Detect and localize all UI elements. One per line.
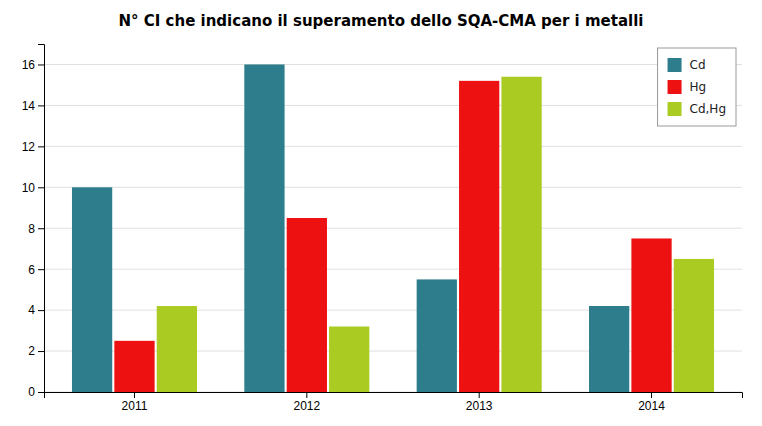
bar xyxy=(244,64,284,392)
bar xyxy=(157,306,197,392)
bars xyxy=(72,64,714,392)
legend-swatch xyxy=(668,80,682,94)
chart-svg: 2011 2012 2013 2014 0 2 4 6 8 10 12 14 16 Cd Hg Cd,Hg N°… xyxy=(0,0,762,426)
y-tick-mark xyxy=(38,310,44,311)
bar-series xyxy=(114,81,671,392)
grid-line xyxy=(44,146,742,147)
grid-line xyxy=(44,228,742,229)
y-tick-label: 0 xyxy=(28,385,35,399)
bar xyxy=(501,77,541,392)
y-tick: 16 xyxy=(22,58,44,72)
bar xyxy=(114,341,154,392)
x-tick-label: 2013 xyxy=(466,399,493,413)
y-tick: 12 xyxy=(22,140,44,154)
bar xyxy=(459,81,499,392)
y-tick-label: 16 xyxy=(22,58,36,72)
x-tick-mark xyxy=(479,392,480,398)
y-tick: 0 xyxy=(28,385,44,399)
y-tick-mark xyxy=(38,392,44,393)
legend-frame xyxy=(658,48,736,126)
legend-item: Cd,Hg xyxy=(668,102,726,116)
plot-area: 2011 2012 2013 2014 0 2 4 6 8 10 12 14 16 Cd Hg Cd,Hg xyxy=(22,45,743,413)
bar xyxy=(589,306,629,392)
x-tick: 2013 xyxy=(466,392,493,413)
grid-line xyxy=(44,187,742,188)
x-tick-label: 2012 xyxy=(293,399,320,413)
bar xyxy=(329,326,369,392)
y-tick-mark xyxy=(38,187,44,188)
x-tick-mark xyxy=(651,392,652,398)
x-tick: 2011 xyxy=(122,392,148,413)
bar xyxy=(287,218,327,392)
x-tick: 2012 xyxy=(293,392,320,413)
y-tick-mark xyxy=(38,269,44,270)
bar xyxy=(72,187,112,392)
y-axis: 0 2 4 6 8 10 12 14 16 xyxy=(22,45,45,400)
bar-series xyxy=(72,64,629,392)
y-tick: 6 xyxy=(28,263,44,277)
title: N° CI che indicano il superamento dello … xyxy=(119,12,644,30)
x-tick-label: 2011 xyxy=(122,399,148,413)
grid xyxy=(44,64,742,392)
y-tick-mark xyxy=(38,146,44,147)
legend-item: Cd xyxy=(668,58,706,72)
legend: Cd Hg Cd,Hg xyxy=(658,48,736,126)
y-axis-line xyxy=(38,45,45,393)
y-tick: 10 xyxy=(22,181,44,195)
x-tick: 2014 xyxy=(638,392,665,413)
y-tick-label: 2 xyxy=(28,344,35,358)
y-tick-mark xyxy=(38,351,44,352)
bar-series xyxy=(157,77,714,392)
grid-line xyxy=(44,64,742,65)
y-tick-mark xyxy=(38,228,44,229)
x-tick-mark xyxy=(306,392,307,398)
legend-label: Cd,Hg xyxy=(690,102,726,116)
y-tick-label: 6 xyxy=(28,263,35,277)
y-tick-mark xyxy=(38,64,44,65)
bar xyxy=(631,238,671,392)
x-axis-line xyxy=(45,393,743,399)
x-tick-mark xyxy=(134,392,135,398)
y-tick: 8 xyxy=(28,222,44,236)
y-tick-label: 4 xyxy=(28,303,35,317)
legend-label: Cd xyxy=(690,58,706,72)
legend-swatch xyxy=(668,102,682,116)
bar xyxy=(674,259,714,392)
legend-label: Hg xyxy=(690,80,707,94)
y-tick-label: 10 xyxy=(22,181,36,195)
bar xyxy=(417,279,457,392)
y-tick-label: 8 xyxy=(28,222,35,236)
y-tick-label: 14 xyxy=(22,99,36,113)
y-tick: 2 xyxy=(28,344,44,358)
y-tick-label: 12 xyxy=(22,140,36,154)
y-tick: 14 xyxy=(22,99,44,113)
x-axis: 2011 2012 2013 2014 xyxy=(45,392,743,413)
y-tick-mark xyxy=(38,105,44,106)
x-tick-label: 2014 xyxy=(638,399,665,413)
legend-swatch xyxy=(668,58,682,72)
legend-item: Hg xyxy=(668,80,707,94)
grid-line xyxy=(44,105,742,106)
y-tick: 4 xyxy=(28,303,44,317)
chart-container: 2011 2012 2013 2014 0 2 4 6 8 10 12 14 16 Cd Hg Cd,Hg N°… xyxy=(0,0,762,426)
